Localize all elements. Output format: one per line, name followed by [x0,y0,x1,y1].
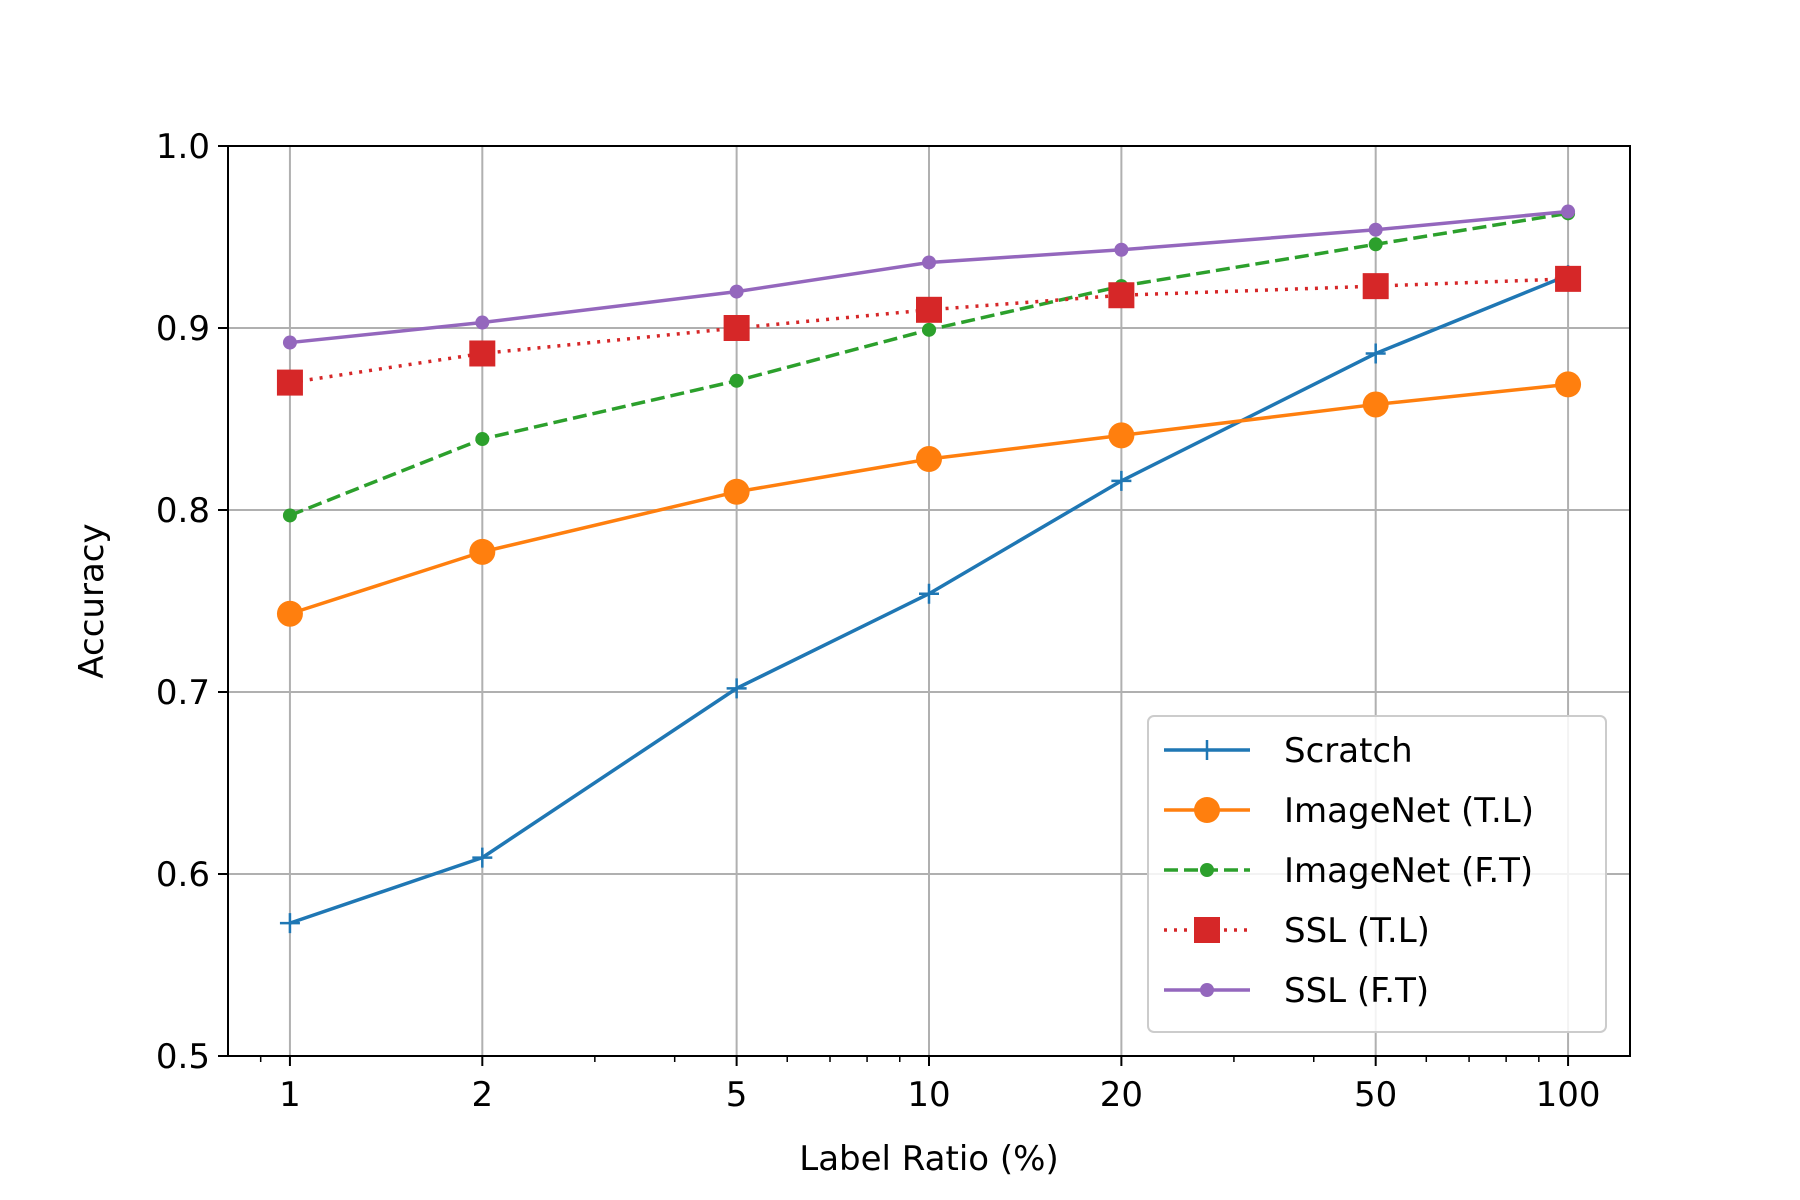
series-3 [276,265,1582,396]
y-axis-label: Accuracy [72,523,112,678]
data-point [1555,371,1582,398]
legend-label: SSL (F.T) [1284,971,1429,1011]
data-point [472,847,493,868]
data-point [475,315,490,330]
series-1 [276,371,1582,627]
data-point [1114,242,1129,257]
data-point [1111,470,1132,491]
data-point [922,255,936,270]
y-tick-label: 0.5 [156,1037,210,1077]
data-point [723,478,750,505]
axis-ticks: 1 2 5 10 20 50 100 0.5 0.6 0.7 0.8 0.9 1.0 [156,127,1601,1115]
legend-marker [1200,983,1214,997]
data-point [1365,343,1386,364]
x-tick-label: 5 [726,1075,748,1115]
data-point [919,583,939,604]
x-tick-label: 1 [279,1075,301,1115]
series-4 [282,204,1576,350]
legend-item: SSL (T.L) [1164,911,1430,951]
data-point [276,369,303,396]
legend-label: Scratch [1284,731,1413,771]
x-axis-label: Label Ratio (%) [799,1139,1058,1179]
y-tick-label: 0.8 [156,491,210,531]
data-point [916,446,942,473]
data-point [475,432,490,447]
data-point [1362,273,1389,300]
legend-label: ImageNet (T.L) [1284,791,1534,831]
y-tick-label: 1.0 [156,127,210,167]
data-point [469,340,496,367]
data-point [1362,391,1389,418]
data-point [1368,222,1383,237]
legend-marker [1194,917,1220,943]
y-tick-label: 0.9 [156,309,210,349]
data-point [1108,422,1135,449]
data-point [279,913,300,934]
data-point [469,538,496,565]
data-point [729,284,744,299]
x-tick-label: 2 [471,1075,493,1115]
legend: Scratch ImageNet (T.L) ImageNet (F.T) SSL (… [1147,715,1607,1033]
legend-frame [1147,715,1607,1033]
data-point [1561,204,1576,219]
legend-marker [1194,797,1220,823]
x-tick-label: 100 [1536,1075,1601,1115]
x-tick-label: 50 [1354,1075,1397,1115]
legend-label: SSL (T.L) [1284,911,1430,951]
legend-item: SSL (F.T) [1164,971,1429,1011]
data-point [916,296,942,323]
data-point [723,315,750,341]
data-point [282,508,297,523]
legend-label: ImageNet (F.T) [1284,851,1533,891]
x-tick-label: 10 [907,1075,950,1115]
data-point [1555,265,1582,292]
legend-item: Scratch [1164,731,1413,771]
x-tick-label: 20 [1100,1075,1143,1115]
data-point [1368,237,1383,252]
data-point [1108,282,1135,309]
legend-marker [1200,863,1214,877]
legend-item: ImageNet (T.L) [1164,791,1534,831]
data-point [729,373,744,388]
data-point [922,322,936,337]
legend-marker [1197,740,1217,760]
legend-item: ImageNet (F.T) [1164,851,1533,891]
data-point [276,600,303,627]
y-tick-label: 0.7 [156,673,210,713]
data-point [726,678,747,699]
series-lines [276,204,1582,934]
data-point [282,335,297,350]
y-tick-label: 0.6 [156,855,210,895]
